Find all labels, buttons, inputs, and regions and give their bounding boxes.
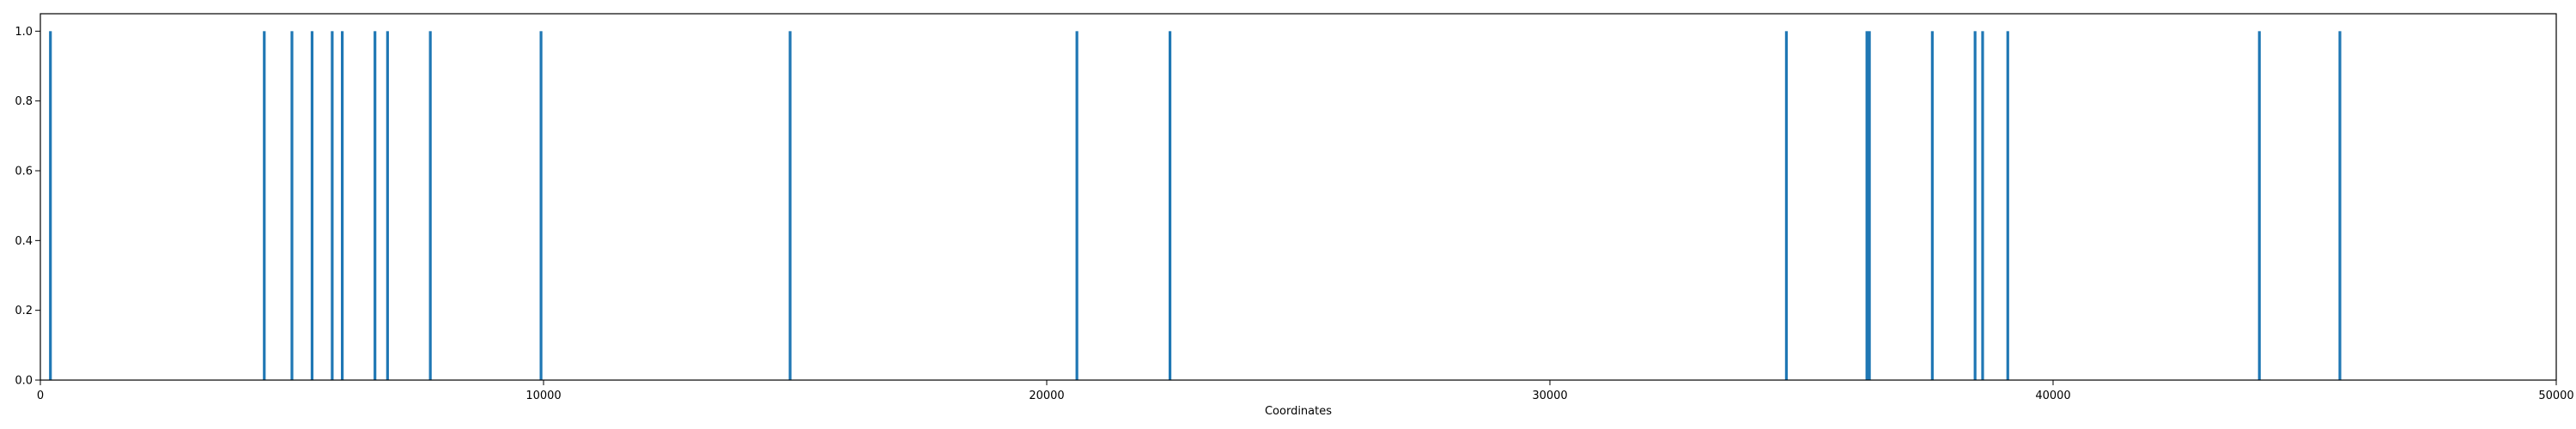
y-tick-label: 0.2 xyxy=(15,305,33,317)
y-tick-label: 0.0 xyxy=(15,375,33,388)
y-tick-label: 0.4 xyxy=(15,235,33,248)
bar xyxy=(263,31,266,380)
bar xyxy=(1981,31,1984,380)
bar xyxy=(428,31,432,380)
bar xyxy=(310,31,314,380)
bar xyxy=(1973,31,1977,380)
bar xyxy=(1168,31,1172,380)
x-tick-label: 40000 xyxy=(2035,390,2070,402)
bar xyxy=(2338,31,2342,380)
bar xyxy=(341,31,344,380)
bar xyxy=(49,31,52,380)
bar xyxy=(1930,31,1934,380)
x-axis: 0 10000 20000 30000 40000 50000 xyxy=(37,380,2574,402)
plot-frame xyxy=(39,13,2557,381)
x-tick-label: 50000 xyxy=(2538,390,2573,402)
x-tick-label: 0 xyxy=(37,390,44,402)
y-tick-label: 0.8 xyxy=(15,95,33,108)
bar xyxy=(1865,31,1868,380)
bar xyxy=(374,31,377,380)
bar xyxy=(290,31,294,380)
bar xyxy=(331,31,334,380)
bar xyxy=(1784,31,1789,380)
bar xyxy=(1075,31,1078,380)
bars xyxy=(49,31,2342,380)
bar xyxy=(539,31,543,380)
y-tick-label: 1.0 xyxy=(15,26,33,39)
x-tick-label: 30000 xyxy=(1532,390,1567,402)
bar xyxy=(788,31,792,380)
y-tick-label: 0.6 xyxy=(15,166,33,178)
bar xyxy=(386,31,389,380)
bar xyxy=(1868,31,1871,380)
bar xyxy=(2006,31,2009,380)
x-tick-label: 20000 xyxy=(1029,390,1064,402)
y-axis: 0.0 0.2 0.4 0.6 0.8 1.0 xyxy=(15,26,40,388)
x-axis-label: Coordinates xyxy=(1265,405,1332,418)
bar xyxy=(2257,31,2261,380)
x-tick-label: 10000 xyxy=(526,390,561,402)
